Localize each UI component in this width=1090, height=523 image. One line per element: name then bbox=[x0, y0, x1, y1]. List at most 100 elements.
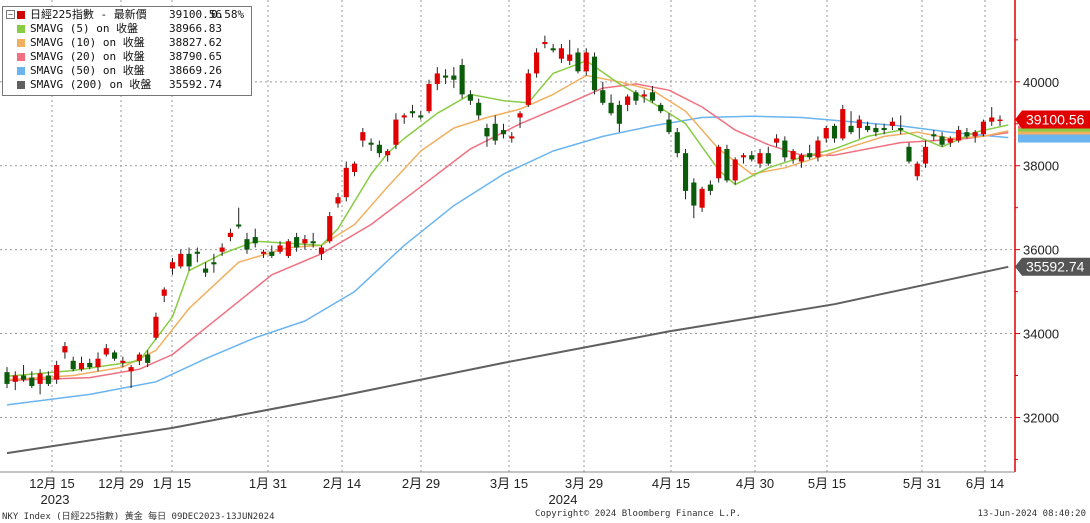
candle-body bbox=[169, 262, 176, 269]
candle-body bbox=[385, 151, 391, 156]
candle-body bbox=[269, 251, 275, 256]
candle-body bbox=[550, 48, 556, 51]
candle-body bbox=[674, 132, 680, 154]
candle-body bbox=[956, 130, 962, 141]
candle-body bbox=[517, 113, 523, 118]
series-swatch bbox=[17, 67, 25, 75]
candle-body bbox=[219, 247, 225, 252]
candle-body bbox=[716, 146, 722, 179]
candle-body bbox=[666, 119, 672, 133]
candle-body bbox=[227, 232, 233, 238]
x-tick-label: 2月 14 bbox=[323, 476, 361, 491]
candle-body bbox=[161, 289, 167, 296]
candle-body bbox=[29, 377, 35, 386]
y-tick-label: 40000 bbox=[1023, 75, 1059, 90]
legend-series-name: SMAVG (10) on 收盤 bbox=[30, 36, 145, 49]
candle-body bbox=[889, 121, 895, 126]
candle-body bbox=[484, 127, 490, 137]
last-price-label: 39100.56 bbox=[1026, 112, 1085, 128]
candle-body bbox=[823, 127, 829, 139]
candle-body bbox=[409, 111, 416, 114]
candle-body bbox=[418, 115, 424, 118]
candle-body bbox=[434, 73, 440, 84]
legend-item[interactable]: SMAVG (200) on 收盤 35592.74 bbox=[3, 78, 251, 92]
candle-body bbox=[260, 251, 267, 254]
footer-copyright: Copyright© 2024 Bloomberg Finance L.P. bbox=[535, 509, 741, 519]
sma10-line bbox=[6, 74, 1009, 381]
legend-collapse-icon[interactable]: − bbox=[6, 10, 15, 19]
candle-body bbox=[964, 132, 970, 137]
legend-series-value: 35592.74 bbox=[169, 78, 222, 91]
chart-legend[interactable]: − 日經225指數 - 最新價 39100.56 0.58% SMAVG (5) on… bbox=[2, 6, 252, 96]
candle-body bbox=[443, 75, 449, 78]
candle-body bbox=[873, 127, 879, 133]
candle-body bbox=[922, 146, 929, 164]
candle-body bbox=[567, 54, 573, 61]
legend-item[interactable]: SMAVG (50) on 收盤 38669.26 bbox=[3, 64, 251, 78]
candle-body bbox=[575, 52, 581, 72]
candle-body bbox=[376, 144, 382, 154]
candle-body bbox=[318, 247, 325, 254]
legend-series-value: 38669.26 bbox=[169, 64, 222, 77]
candle-body bbox=[186, 253, 192, 267]
candle-body bbox=[724, 148, 730, 181]
candle-body bbox=[840, 109, 846, 139]
legend-item[interactable]: SMAVG (20) on 收盤 38790.65 bbox=[3, 50, 251, 64]
series-swatch bbox=[17, 39, 25, 47]
candle-body bbox=[45, 375, 51, 384]
candle-body bbox=[691, 182, 697, 206]
candle-body bbox=[467, 94, 473, 101]
x-tick-label: 5月 15 bbox=[808, 476, 846, 491]
candle-body bbox=[906, 146, 912, 162]
candle-body bbox=[128, 367, 134, 372]
sma200-line bbox=[6, 265, 1009, 455]
legend-series-change: 0.58% bbox=[211, 8, 245, 21]
candle-body bbox=[525, 73, 531, 105]
sma200-value-label: 35592.74 bbox=[1026, 259, 1085, 275]
candle-body bbox=[534, 52, 540, 74]
legend-rows: 日經225指數 - 最新價 39100.56 0.58% SMAVG (5) on 收… bbox=[3, 7, 251, 91]
candle-body bbox=[931, 134, 937, 137]
legend-series-name: SMAVG (200) on 收盤 bbox=[30, 78, 152, 91]
candle-body bbox=[194, 251, 200, 254]
legend-series-name: 日經225指數 - 最新價 bbox=[30, 8, 147, 21]
ma-value-tag bbox=[1018, 134, 1090, 143]
y-tick-label: 38000 bbox=[1023, 159, 1059, 174]
series-swatch bbox=[17, 25, 25, 33]
candle-body bbox=[782, 140, 788, 158]
candle-body bbox=[790, 151, 796, 160]
legend-item[interactable]: 日經225指數 - 最新價 39100.56 0.58% bbox=[3, 8, 251, 22]
candle-body bbox=[277, 245, 283, 252]
x-tick-label: 3月 15 bbox=[490, 476, 528, 491]
candle-body bbox=[95, 358, 101, 368]
candle-body bbox=[848, 125, 854, 133]
x-year-label: 2023 bbox=[41, 492, 70, 507]
candle-body bbox=[500, 130, 507, 135]
candle-body bbox=[732, 159, 738, 181]
candle-body bbox=[633, 92, 639, 101]
candle-body bbox=[285, 241, 291, 256]
last-price-tag bbox=[1015, 110, 1090, 129]
x-tick-label: 6月 14 bbox=[966, 476, 1004, 491]
x-tick-label: 5月 31 bbox=[903, 476, 941, 491]
candle-body bbox=[798, 155, 804, 162]
legend-series-value: 38790.65 bbox=[169, 50, 222, 63]
candle-body bbox=[236, 224, 242, 227]
candle-body bbox=[600, 90, 606, 103]
candle-body bbox=[749, 155, 755, 160]
candle-body bbox=[302, 239, 308, 244]
legend-series-name: SMAVG (20) on 收盤 bbox=[30, 50, 145, 63]
candle-body bbox=[244, 239, 250, 250]
candle-body bbox=[914, 163, 920, 177]
candle-body bbox=[591, 56, 598, 91]
candle-body bbox=[583, 52, 589, 72]
legend-item[interactable]: SMAVG (5) on 收盤 38966.83 bbox=[3, 22, 251, 36]
series-swatch bbox=[17, 81, 25, 89]
candle-body bbox=[153, 316, 159, 338]
candle-body bbox=[426, 83, 432, 112]
candle-body bbox=[393, 119, 399, 145]
candle-body bbox=[211, 262, 217, 265]
legend-item[interactable]: SMAVG (10) on 收盤 38827.62 bbox=[3, 36, 251, 50]
candle-body bbox=[947, 138, 953, 143]
candle-body bbox=[351, 163, 358, 173]
